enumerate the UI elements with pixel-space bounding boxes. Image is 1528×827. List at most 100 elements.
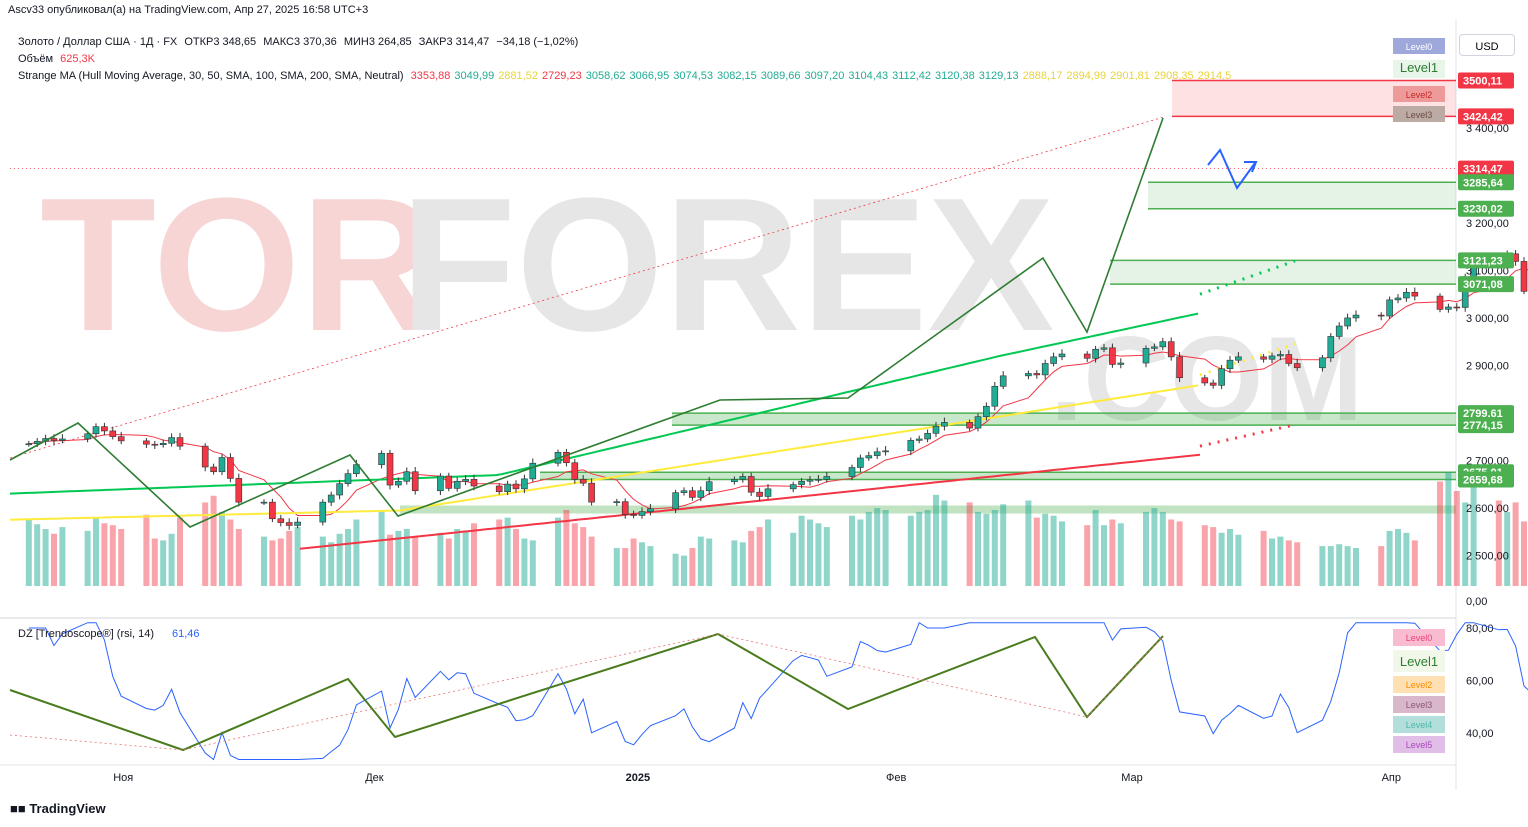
volume-bar: [1403, 532, 1410, 586]
rsi-level-box-label: Level4: [1406, 720, 1433, 730]
volume-bar: [1042, 513, 1049, 586]
volume-bar: [647, 546, 654, 586]
rsi-level-box: [1393, 676, 1445, 693]
candle-body: [1436, 295, 1444, 310]
ma-value-17: 2908,35: [1153, 70, 1194, 82]
volume-value: 625,3K: [60, 53, 95, 65]
candle-body: [336, 483, 343, 496]
candle-body: [1218, 368, 1225, 386]
candle-body: [101, 426, 108, 432]
rsi-tick-label: 40,00: [1466, 728, 1494, 740]
candle-body: [697, 490, 705, 498]
ma-label[interactable]: Strange MA (Hull Moving Average, 30, 50,…: [18, 70, 404, 82]
volume-bar: [1000, 504, 1007, 586]
candle-body: [882, 450, 889, 453]
candle-body: [378, 452, 385, 465]
volume-bar: [1521, 521, 1527, 586]
candle-body: [92, 426, 100, 435]
sma200-line: [299, 453, 1201, 550]
volume-bar: [1260, 530, 1267, 586]
ma-value-1: 3049,99: [454, 70, 495, 82]
sma200-projection: [1199, 423, 1296, 448]
candle-body: [798, 480, 805, 485]
price-tag: [1458, 200, 1514, 217]
legend-ma-row: Strange MA (Hull Moving Average, 30, 50,…: [18, 70, 1235, 82]
volume-bar: [1353, 548, 1359, 586]
volume-bar: [1117, 523, 1124, 586]
price-tag-label: 3071,08: [1463, 279, 1503, 291]
rsi-level-box: [1393, 696, 1445, 713]
volume-bar: [1109, 519, 1116, 586]
price-tag-label: 3314,47: [1463, 164, 1503, 176]
volume-bar: [1235, 534, 1242, 586]
candle-body: [1117, 362, 1125, 365]
volume-bar: [815, 523, 822, 586]
volume-bar: [983, 513, 990, 586]
candle-body: [495, 485, 503, 492]
candle-body: [739, 476, 747, 480]
volume-label[interactable]: Объём: [18, 53, 54, 65]
symbol-name[interactable]: Золото / Доллар США · 1Д · FX: [18, 36, 178, 48]
volume-bar: [412, 536, 419, 586]
volume-bar: [437, 532, 444, 586]
volume-bar: [622, 548, 629, 586]
candle-body: [386, 452, 394, 486]
candle-body: [638, 511, 646, 516]
ma-value-12: 3120,38: [935, 70, 975, 82]
level-box: [1393, 60, 1445, 78]
rsi-level-box: [1393, 650, 1445, 672]
level-box: [1393, 38, 1445, 54]
price-tick-label: 2 600,00: [1466, 503, 1509, 515]
level-box-label: Level2: [1406, 90, 1433, 100]
candle-body: [705, 481, 713, 492]
ma-value-10: 3104,43: [848, 70, 889, 82]
time-tick-label: 2025: [626, 772, 650, 784]
ma-value-6: 3074,53: [673, 70, 714, 82]
candle-body: [1352, 314, 1360, 319]
volume-bar: [1504, 511, 1511, 586]
candle-body: [1151, 346, 1158, 349]
volume-bar: [1218, 532, 1225, 586]
volume-bar: [874, 508, 881, 586]
volume-bar: [84, 530, 91, 586]
volume-bar: [1470, 473, 1477, 586]
candle-body: [1386, 299, 1393, 317]
volume-bar: [1050, 515, 1057, 586]
volume-bar: [353, 519, 360, 586]
candle-body: [731, 479, 738, 483]
price-tag-label: 3424,42: [1463, 111, 1503, 123]
volume-bar: [865, 511, 872, 586]
candle-body: [277, 518, 285, 523]
candle-body: [294, 521, 301, 526]
candle-body: [907, 440, 915, 452]
rsi-level-box: [1393, 736, 1445, 753]
price-tag-label: 3230,02: [1463, 204, 1503, 216]
volume-bar: [1512, 502, 1519, 586]
candle-body: [201, 445, 209, 468]
candle-body: [756, 491, 763, 497]
volume-bar: [588, 536, 595, 586]
volume-bar: [1143, 511, 1149, 586]
volume-bar: [387, 534, 393, 586]
legend-volume-row: Объём 625,3K: [18, 53, 99, 65]
candle-body: [1209, 382, 1217, 386]
volume-bar: [689, 548, 696, 586]
volume-bar: [748, 530, 755, 586]
candle-body: [932, 425, 940, 434]
candle-body: [1100, 347, 1108, 350]
candle-body: [1159, 341, 1167, 348]
trend-dotted-line: [9, 116, 1166, 459]
volume-bar: [1025, 500, 1032, 586]
volume-bar: [529, 540, 536, 586]
candle-body: [327, 494, 335, 503]
currency-button[interactable]: USD: [1459, 34, 1515, 56]
candle-body: [227, 457, 234, 479]
candle-body: [1445, 306, 1452, 310]
price-tick-label: 3 000,00: [1466, 313, 1509, 325]
level-box: [1393, 86, 1445, 102]
ma-value-2: 2881,52: [498, 70, 538, 82]
candle-body: [109, 430, 117, 437]
ma-value-7: 3082,15: [717, 70, 757, 82]
candle-body: [353, 464, 360, 474]
